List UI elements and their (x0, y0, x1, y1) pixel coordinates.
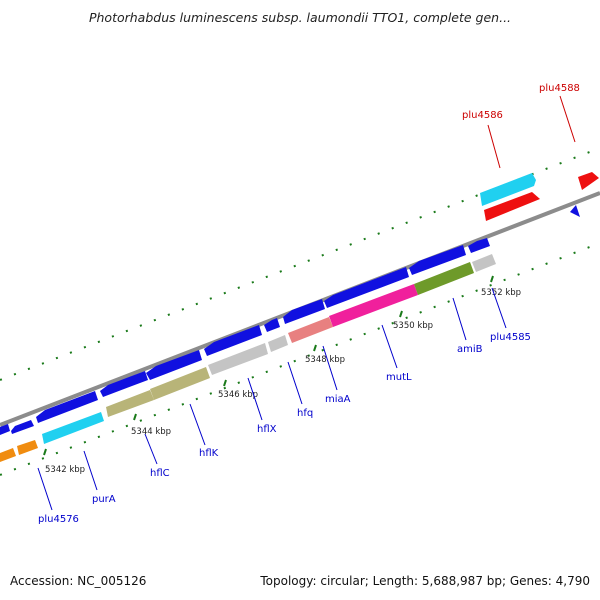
gene-label-plu4586[interactable]: plu4586 (462, 110, 503, 121)
gene-arrow-rev-5[interactable] (146, 350, 202, 380)
kbp-label-5342: 5342 kbp (45, 465, 85, 475)
gene-arrow-rev-9[interactable] (324, 267, 409, 308)
kbp-ticks (43, 275, 494, 456)
gene-arrow-rev-2[interactable] (11, 420, 34, 434)
gene-label-plu4576[interactable]: plu4576 (38, 514, 79, 525)
gene-arrow-rev-1[interactable] (0, 424, 10, 435)
gene-label-amiB[interactable]: amiB (457, 344, 483, 355)
gene-label-plu4585[interactable]: plu4585 (490, 332, 531, 343)
gene-arrow-rev-6[interactable] (204, 325, 262, 356)
gene-arrow-small-blue[interactable] (570, 205, 580, 217)
gene-label-hfq[interactable]: hfq (297, 408, 313, 419)
gene-arrow-plu4585[interactable] (472, 254, 496, 272)
gene-arrow-miaA[interactable] (288, 317, 333, 343)
gene-arrow-hflC[interactable] (106, 390, 154, 417)
gene-label-purA[interactable]: purA (92, 494, 116, 505)
kbp-label-5346: 5346 kbp (218, 390, 258, 400)
kbp-label-5352: 5352 kbp (481, 288, 521, 298)
kbp-label-5350: 5350 kbp (393, 321, 433, 331)
gene-arrow-orange-2[interactable] (17, 440, 38, 455)
gene-arrow-plu4588[interactable] (578, 172, 599, 190)
gene-label-plu4588[interactable]: plu4588 (539, 83, 580, 94)
gene-label-hflK[interactable]: hflK (199, 448, 219, 459)
reverse-strand-genes (0, 238, 490, 435)
kbp-label-5344: 5344 kbp (131, 427, 171, 437)
gene-arrow-hflX[interactable] (208, 343, 268, 375)
gene-label-hflX[interactable]: hflX (257, 424, 277, 435)
gene-arrow-rev-11[interactable] (468, 238, 490, 253)
gene-arrow-plu4586[interactable] (480, 173, 536, 206)
gene-arrow-rev-10[interactable] (409, 245, 466, 275)
gene-arrow-rev-4[interactable] (100, 371, 148, 397)
gene-arrow-plu4586b[interactable] (484, 192, 540, 221)
gene-arrow-rev-7[interactable] (264, 318, 280, 332)
gene-arrow-rev-3[interactable] (36, 391, 98, 423)
footer-accession: Accession: NC_005126 (10, 574, 147, 588)
gene-arrow-purA[interactable] (42, 412, 104, 444)
forward-strand-genes (0, 254, 496, 462)
gene-arrow-hflK[interactable] (150, 367, 210, 400)
gene-label-hflC[interactable]: hflC (150, 468, 170, 479)
gene-label-miaA[interactable]: miaA (325, 394, 351, 405)
gene-arrow-orange-1[interactable] (0, 448, 16, 462)
gene-arrow-amiB[interactable] (414, 262, 474, 295)
inner-dotted-scale (0, 242, 600, 476)
map-title: Photorhabdus luminescens subsp. laumondi… (88, 10, 512, 25)
gene-arrow-rev-8[interactable] (283, 299, 325, 324)
gene-arrow-mutL[interactable] (329, 284, 418, 327)
gene-arrow-hfq[interactable] (268, 335, 288, 352)
leader-lines (37, 95, 576, 511)
kbp-label-5348: 5348 kbp (305, 355, 345, 365)
footer-stats: Topology: circular; Length: 5,688,987 bp… (260, 574, 590, 588)
gene-label-mutL[interactable]: mutL (386, 372, 412, 383)
